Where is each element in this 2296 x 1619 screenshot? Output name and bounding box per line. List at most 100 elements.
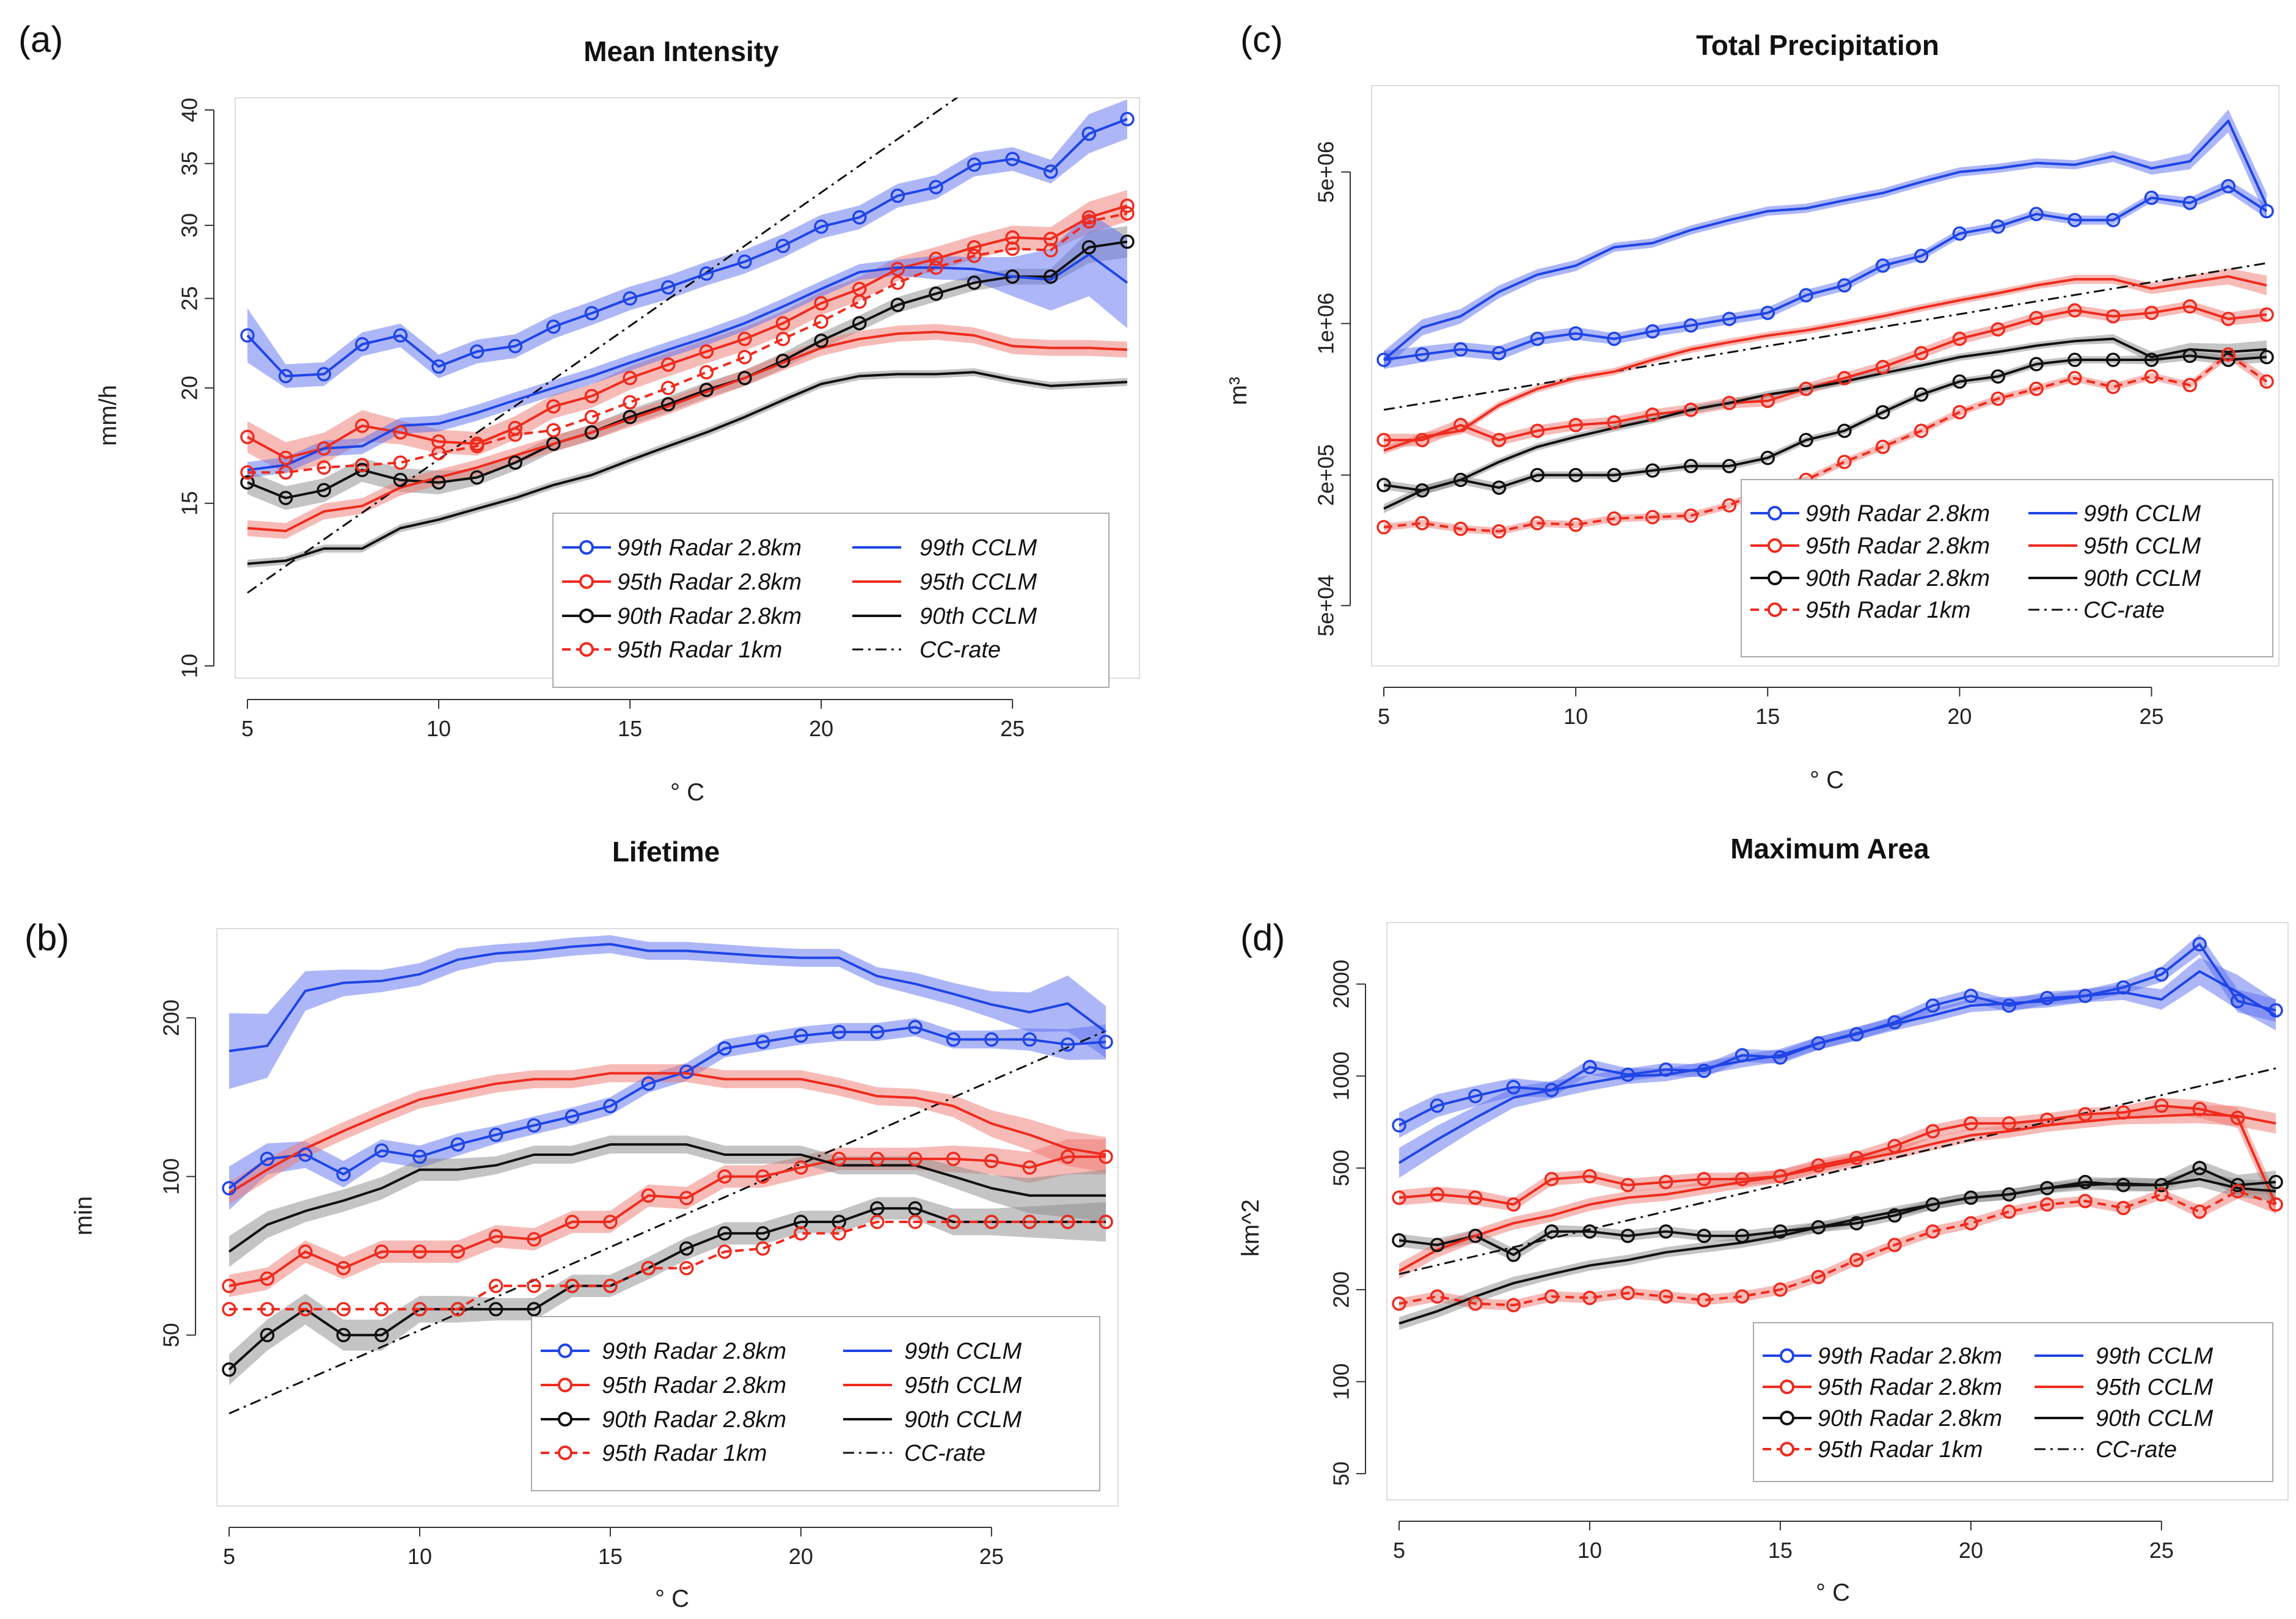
panel-c-ylabel: m³ [1225, 377, 1252, 406]
data-point [1658, 1175, 1673, 1190]
data-point [2221, 347, 2236, 362]
panel-b-plot: 50 100 200 5 10 15 20 25 [159, 928, 1119, 1569]
data-point [316, 460, 331, 475]
data-point [1392, 1118, 1406, 1133]
series-band [247, 99, 1127, 388]
data-point [1491, 346, 1507, 360]
x-tick-label: 10 [1578, 1538, 1602, 1563]
data-point [488, 1279, 503, 1293]
data-point [527, 1118, 541, 1133]
data-point [775, 316, 791, 331]
data-point [2144, 369, 2159, 384]
data-point [717, 1169, 732, 1184]
data-point [737, 349, 752, 365]
x-axis: 5 10 15 20 25 [1393, 1521, 2174, 1563]
data-point [1430, 1098, 1445, 1113]
legend-marker-r99 [558, 1343, 572, 1358]
data-point [488, 1229, 503, 1244]
panel-c-title: Total Precipitation [1696, 29, 1939, 61]
data-point [679, 1064, 694, 1080]
data-point [755, 1241, 770, 1256]
data-point [1544, 1083, 1559, 1097]
x-axis: 5 10 15 20 25 [1378, 687, 2164, 729]
data-point [1081, 126, 1097, 141]
series-band [229, 1135, 1106, 1268]
legend-label-r99: 99th Radar 2.8km [617, 535, 802, 561]
data-point [2230, 1110, 2245, 1125]
data-point [316, 367, 331, 382]
panel-d-xlabel: ° C [1816, 1579, 1850, 1606]
data-point [374, 1143, 389, 1158]
x-tick-label: 20 [809, 716, 833, 741]
data-point [1658, 1062, 1673, 1077]
data-point [450, 1137, 466, 1152]
data-point [1811, 1220, 1826, 1235]
series-line [1383, 119, 2268, 361]
y-tick-label: 50 [159, 1323, 184, 1347]
data-point [527, 1232, 541, 1247]
data-point [775, 332, 791, 346]
y-tick-label: 5e+04 [1314, 575, 1339, 637]
data-point [1875, 360, 1890, 375]
legend-label-c90: 90th CCLM [2096, 1406, 2214, 1431]
data-point [2039, 990, 2055, 1006]
data-point [737, 332, 752, 346]
data-point [1582, 1059, 1597, 1075]
x-tick-label: 25 [2149, 1538, 2174, 1563]
data-point [1875, 258, 1890, 273]
data-point [374, 1244, 389, 1259]
panel-c-legend: 99th Radar 2.8km 95th Radar 2.8km 90th R… [1741, 479, 2273, 657]
panel-d-ylabel: km^2 [1237, 1199, 1264, 1257]
legend-box [552, 513, 1110, 688]
data-point [393, 425, 408, 440]
data-point [794, 1226, 808, 1241]
legend-label-c99: 99th CCLM [2096, 1343, 2214, 1369]
y-axis: 5e+04 2e+05 1e+06 5e+06 [1314, 141, 1351, 637]
data-point [1582, 1224, 1597, 1239]
data-point [1392, 1190, 1406, 1205]
data-point [1964, 1190, 1978, 1205]
data-point [2221, 179, 2236, 194]
data-point [412, 1302, 427, 1317]
legend-box [1753, 1322, 2273, 1482]
data-point [1735, 1172, 1750, 1186]
y-tick-label: 2000 [1329, 960, 1354, 1009]
y-axis: 50 100 200 500 1000 2000 [1329, 960, 1366, 1486]
series-band [1399, 957, 2276, 1178]
data-point [431, 445, 446, 461]
data-point [240, 429, 255, 444]
data-point [1377, 433, 1391, 448]
x-tick-label: 15 [1768, 1538, 1793, 1563]
x-tick-label: 15 [598, 1544, 623, 1569]
data-point [2154, 1187, 2169, 1202]
data-point [2002, 1204, 2017, 1219]
data-point [1044, 269, 1058, 284]
data-point [832, 1152, 847, 1166]
data-point [1991, 322, 2005, 337]
data-point [2078, 1107, 2093, 1122]
panel-a-plot: 10 15 20 25 30 35 40 5 10 15 20 25 [177, 97, 1140, 741]
panel-a-ylabel: mm/h [95, 385, 122, 446]
data-point [908, 1215, 923, 1229]
data-point [2269, 1197, 2283, 1212]
series-band [1399, 1105, 2276, 1279]
data-point [967, 157, 982, 172]
series-band [247, 324, 1127, 539]
data-point [546, 436, 561, 451]
y-tick-label: 5e+06 [1314, 141, 1339, 203]
data-point [1506, 1080, 1521, 1095]
data-point [2002, 1187, 2017, 1202]
data-point [641, 1076, 656, 1091]
data-point [890, 188, 905, 203]
data-point [508, 455, 523, 470]
data-point [1645, 324, 1660, 339]
data-point [852, 210, 867, 225]
data-point [584, 409, 599, 425]
data-point [1530, 516, 1545, 531]
data-point [1697, 1172, 1711, 1186]
data-point [260, 1271, 275, 1286]
data-point [967, 276, 982, 290]
data-point [278, 491, 293, 505]
data-point [1773, 1169, 1788, 1184]
data-point [527, 1279, 541, 1293]
